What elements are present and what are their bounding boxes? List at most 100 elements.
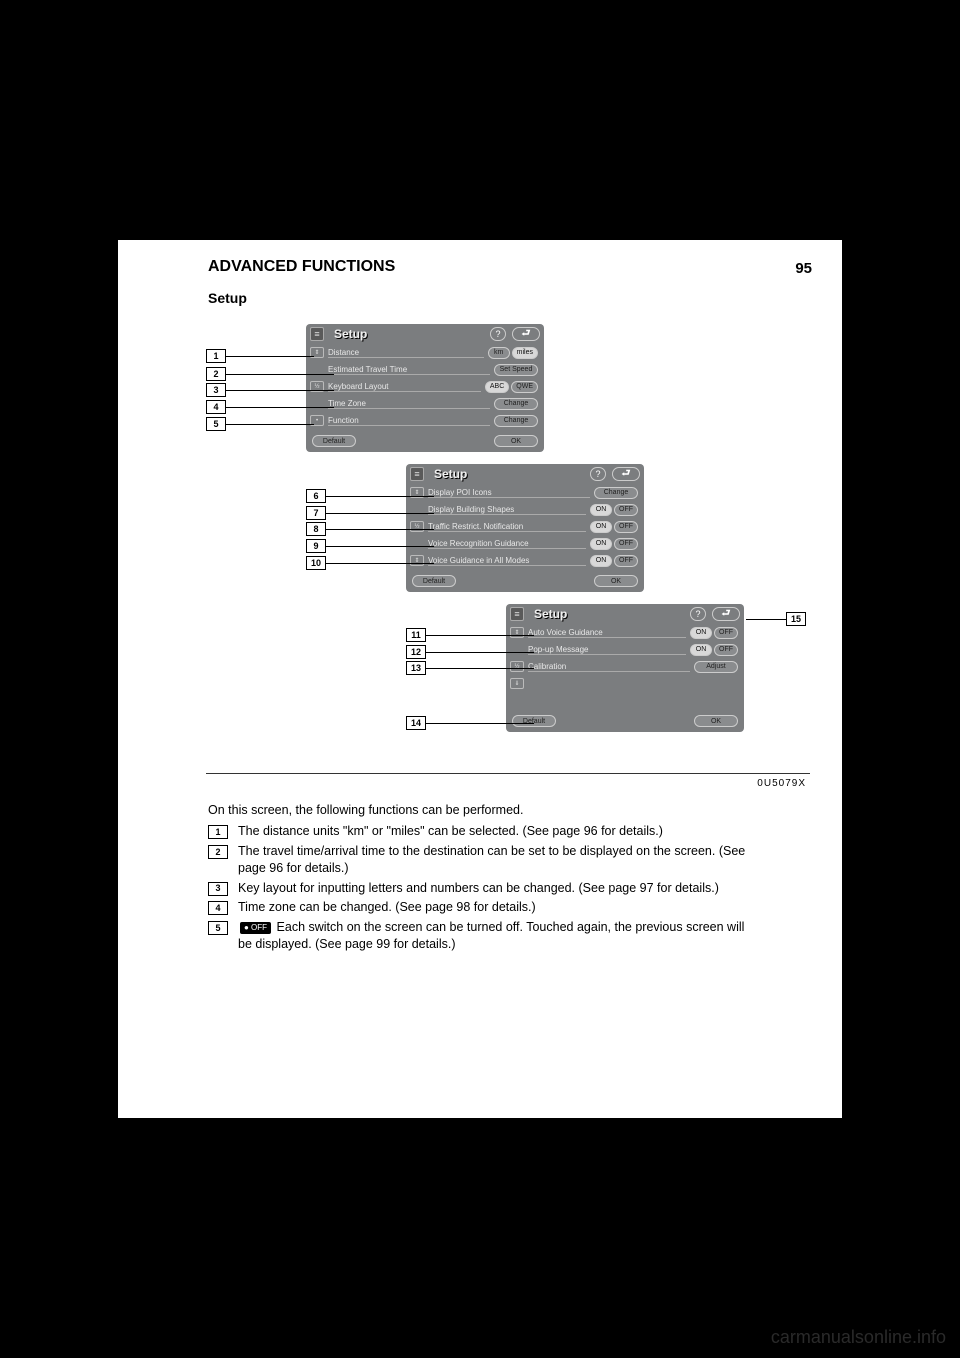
callout-line [326, 496, 434, 497]
callout-number: 15 [786, 612, 806, 626]
option-button[interactable]: ON [590, 538, 612, 550]
screen-footer: Default OK [306, 433, 544, 449]
setting-control: ONOFF [590, 521, 638, 533]
setting-row: ½CalibrationAdjust [506, 658, 744, 675]
callout: 6 [306, 489, 434, 503]
setting-row: ½Keyboard LayoutABCQWE [306, 378, 544, 395]
setting-control: Change [494, 398, 538, 410]
screen-header: ≡Setup?⮐ [306, 324, 544, 344]
callout: 12 [406, 645, 534, 659]
setting-label: Voice Recognition Guidance [428, 539, 586, 549]
scroll-down-icon[interactable]: ⇓ [510, 678, 524, 689]
setting-label: Calibration [528, 662, 690, 672]
callout-number: 11 [406, 628, 426, 642]
setting-control: ONOFF [690, 644, 738, 656]
action-button[interactable]: Change [494, 398, 538, 410]
image-code: 0U5079X [757, 778, 806, 789]
help-button[interactable]: ? [490, 327, 506, 341]
description-number: 3 [208, 882, 228, 896]
ok-button[interactable]: OK [494, 435, 538, 447]
callout: 9 [306, 539, 434, 553]
option-button[interactable]: OFF [614, 504, 638, 516]
setting-label: Estimated Travel Time [328, 365, 490, 375]
callout-number: 14 [406, 716, 426, 730]
page-header: ADVANCED FUNCTIONS [208, 258, 842, 276]
ok-button[interactable]: OK [694, 715, 738, 727]
default-button[interactable]: Default [412, 575, 456, 587]
description-text: Time zone can be changed. (See page 98 f… [238, 899, 752, 916]
callout: 10 [306, 556, 434, 570]
option-button[interactable]: OFF [714, 627, 738, 639]
help-button[interactable]: ? [590, 467, 606, 481]
setup-screen: ≡Setup?⮐⇕DistancekmmilesEstimated Travel… [306, 324, 544, 452]
page: 9 5 ADVANCED FUNCTIONS Setup 0U5079X ≡ Set… [118, 240, 842, 1118]
setting-control: Set Speed [494, 364, 538, 376]
action-button[interactable]: Adjust [694, 661, 738, 673]
screen-header: ≡ Setup? ⮐ [406, 464, 644, 484]
action-button[interactable]: Set Speed [494, 364, 538, 376]
back-button[interactable]: ⮐ [712, 607, 740, 621]
back-button[interactable]: ⮐ [512, 327, 540, 341]
body-text: On this screen, the following functions … [208, 802, 752, 953]
screen-title: Setup [534, 607, 690, 621]
option-button[interactable]: OFF [614, 538, 638, 550]
screen-footer: DefaultOK [506, 713, 744, 729]
callout-line [226, 407, 334, 408]
callout-number: 6 [306, 489, 326, 503]
option-button[interactable]: ON [690, 627, 712, 639]
callout-line [326, 513, 434, 514]
option-button[interactable]: miles [512, 347, 538, 359]
ok-button[interactable]: OK [594, 575, 638, 587]
off-badge-icon: ● OFF [240, 922, 271, 935]
menu-icon: ≡ [510, 607, 524, 621]
option-button[interactable]: OFF [614, 521, 638, 533]
callout-number: 4 [206, 400, 226, 414]
setting-label: Auto Voice Guidance [528, 628, 686, 638]
description-item: 2The travel time/arrival time to the des… [208, 843, 752, 877]
callout-line [326, 563, 434, 564]
option-button[interactable]: OFF [614, 555, 638, 567]
option-button[interactable]: ON [690, 644, 712, 656]
setting-label: Traffic Restrict. Notification [428, 522, 586, 532]
action-button[interactable]: Change [594, 487, 638, 499]
callout-line [326, 529, 434, 530]
option-button[interactable]: ON [590, 521, 612, 533]
help-button[interactable]: ? [690, 607, 706, 621]
default-button[interactable]: Default [312, 435, 356, 447]
option-button[interactable]: km [488, 347, 510, 359]
callout-number: 12 [406, 645, 426, 659]
callout-number: 10 [306, 556, 326, 570]
setting-control: Change [494, 415, 538, 427]
setting-label: Keyboard Layout [328, 382, 481, 392]
setting-row: Display Building Shapes ONOFF [406, 501, 644, 518]
callout-number: 13 [406, 661, 426, 675]
callout-number: 1 [206, 349, 226, 363]
callout-number: 5 [206, 417, 226, 431]
option-button[interactable]: OFF [714, 644, 738, 656]
setting-label: Voice Guidance in All Modes [428, 556, 586, 566]
setting-row: Time Zone Change [306, 395, 544, 412]
description-number: 2 [208, 845, 228, 859]
description-text: Key layout for inputting letters and num… [238, 880, 752, 897]
back-button[interactable]: ⮐ [612, 467, 640, 481]
menu-icon: ≡ [410, 467, 424, 481]
option-button[interactable]: ON [590, 504, 612, 516]
action-button[interactable]: Change [494, 415, 538, 427]
option-button[interactable]: ABC [485, 381, 509, 393]
option-button[interactable]: ON [590, 555, 612, 567]
setting-control: ONOFF [690, 627, 738, 639]
setup-screen: ≡Setup?⮐⇕Auto Voice GuidanceONOFFPop-up … [506, 604, 744, 732]
setting-label: Time Zone [328, 399, 490, 409]
callout-line [226, 356, 314, 357]
description-text: The distance units "km" or "miles" can b… [238, 823, 752, 840]
callout-line [326, 546, 434, 547]
option-button[interactable]: QWE [511, 381, 538, 393]
callout-line [426, 668, 534, 669]
setting-row: ⇕Display POI IconsChange [406, 484, 644, 501]
callout-number: 9 [306, 539, 326, 553]
description-item: 5● OFF Each switch on the screen can be … [208, 919, 752, 953]
screen-title: Setup [434, 467, 590, 481]
setting-label: Display Building Shapes [428, 505, 586, 515]
setting-label: Display POI Icons [428, 488, 590, 498]
callout: 8 [306, 522, 434, 536]
